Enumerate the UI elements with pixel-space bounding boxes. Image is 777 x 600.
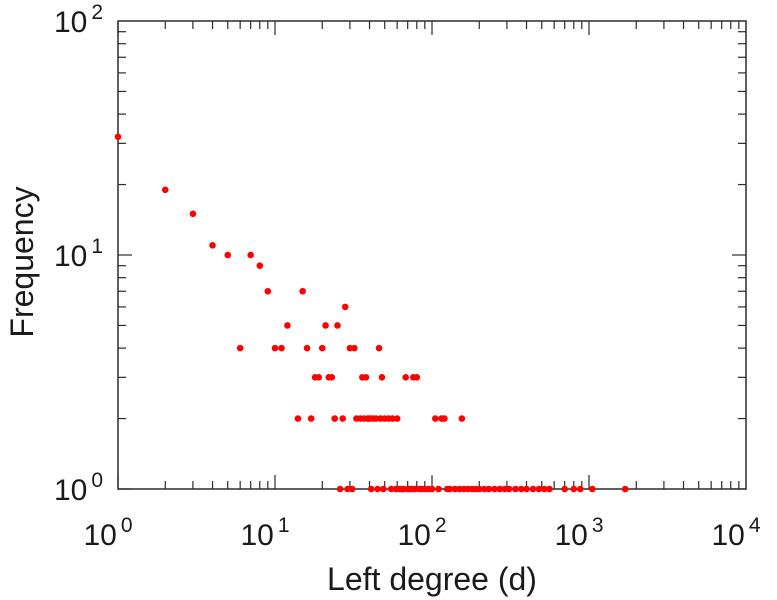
data-point [299,287,306,295]
data-point [374,485,381,493]
x-tick-labels: 10 0 10 1 10 2 10 3 10 4 [83,514,760,552]
x-tick-label: 10 0 [83,514,132,552]
data-point [247,251,254,259]
data-point [284,322,291,329]
data-point [351,344,358,352]
data-point [475,485,483,493]
data-point [428,485,436,493]
data-point [336,485,344,493]
data-point [541,485,548,493]
data-point [189,210,197,218]
y-tick-label: 10 1 [54,235,103,273]
data-point [209,242,216,249]
data-point [315,374,323,381]
data-point [339,415,347,422]
data-point [224,251,232,259]
x-tick-label: 10 3 [554,514,603,552]
data-point [413,374,421,381]
data-point [505,485,513,493]
data-point [362,374,370,381]
axis-ticks [117,21,746,490]
data-point [402,374,410,381]
data-point [441,415,448,422]
data-point [546,485,553,493]
data-point [491,485,498,493]
data-point [344,485,351,493]
data-point [161,186,169,194]
data-point [367,485,375,493]
data-point [334,322,341,329]
y-tick-label: 10 0 [54,469,103,507]
data-point [570,485,578,493]
data-point [271,344,279,352]
data-point [256,262,264,270]
data-point [114,133,122,141]
data-point [294,415,302,422]
data-point [589,485,596,493]
x-tick-label: 10 2 [397,514,446,552]
plot-frame [117,20,747,490]
data-point [331,415,338,422]
data-point [485,485,493,493]
data-point [529,485,537,493]
data-point [501,485,508,493]
x-tick-label: 10 1 [240,514,289,552]
x-axis-title: Left degree (d) [327,561,537,597]
data-point [387,485,395,493]
data-point [348,485,356,493]
data-point [303,344,311,352]
y-tick-label: 10 2 [54,1,103,39]
data-points [114,133,629,493]
data-point [535,485,543,493]
data-point [561,485,568,493]
data-point [341,303,349,311]
data-point [264,287,272,295]
data-point [328,374,336,381]
data-point [512,485,519,493]
data-point [318,344,326,352]
data-point [576,485,584,493]
data-point [307,415,315,422]
data-point [380,485,387,493]
data-point [496,485,504,493]
data-point [278,344,285,352]
data-point [236,344,244,352]
data-point [480,485,488,493]
data-point [458,415,466,422]
data-point [389,415,396,422]
data-point [432,415,439,422]
data-point [375,344,383,352]
y-axis-title: Frequency [4,186,40,337]
data-point [378,374,386,381]
data-point [446,485,454,493]
data-point [523,485,530,493]
x-tick-label: 10 4 [711,514,760,552]
data-point [451,485,459,493]
data-point [322,322,329,329]
data-point [393,415,401,422]
data-point [517,485,525,493]
data-point [621,485,629,493]
data-point [435,485,442,493]
